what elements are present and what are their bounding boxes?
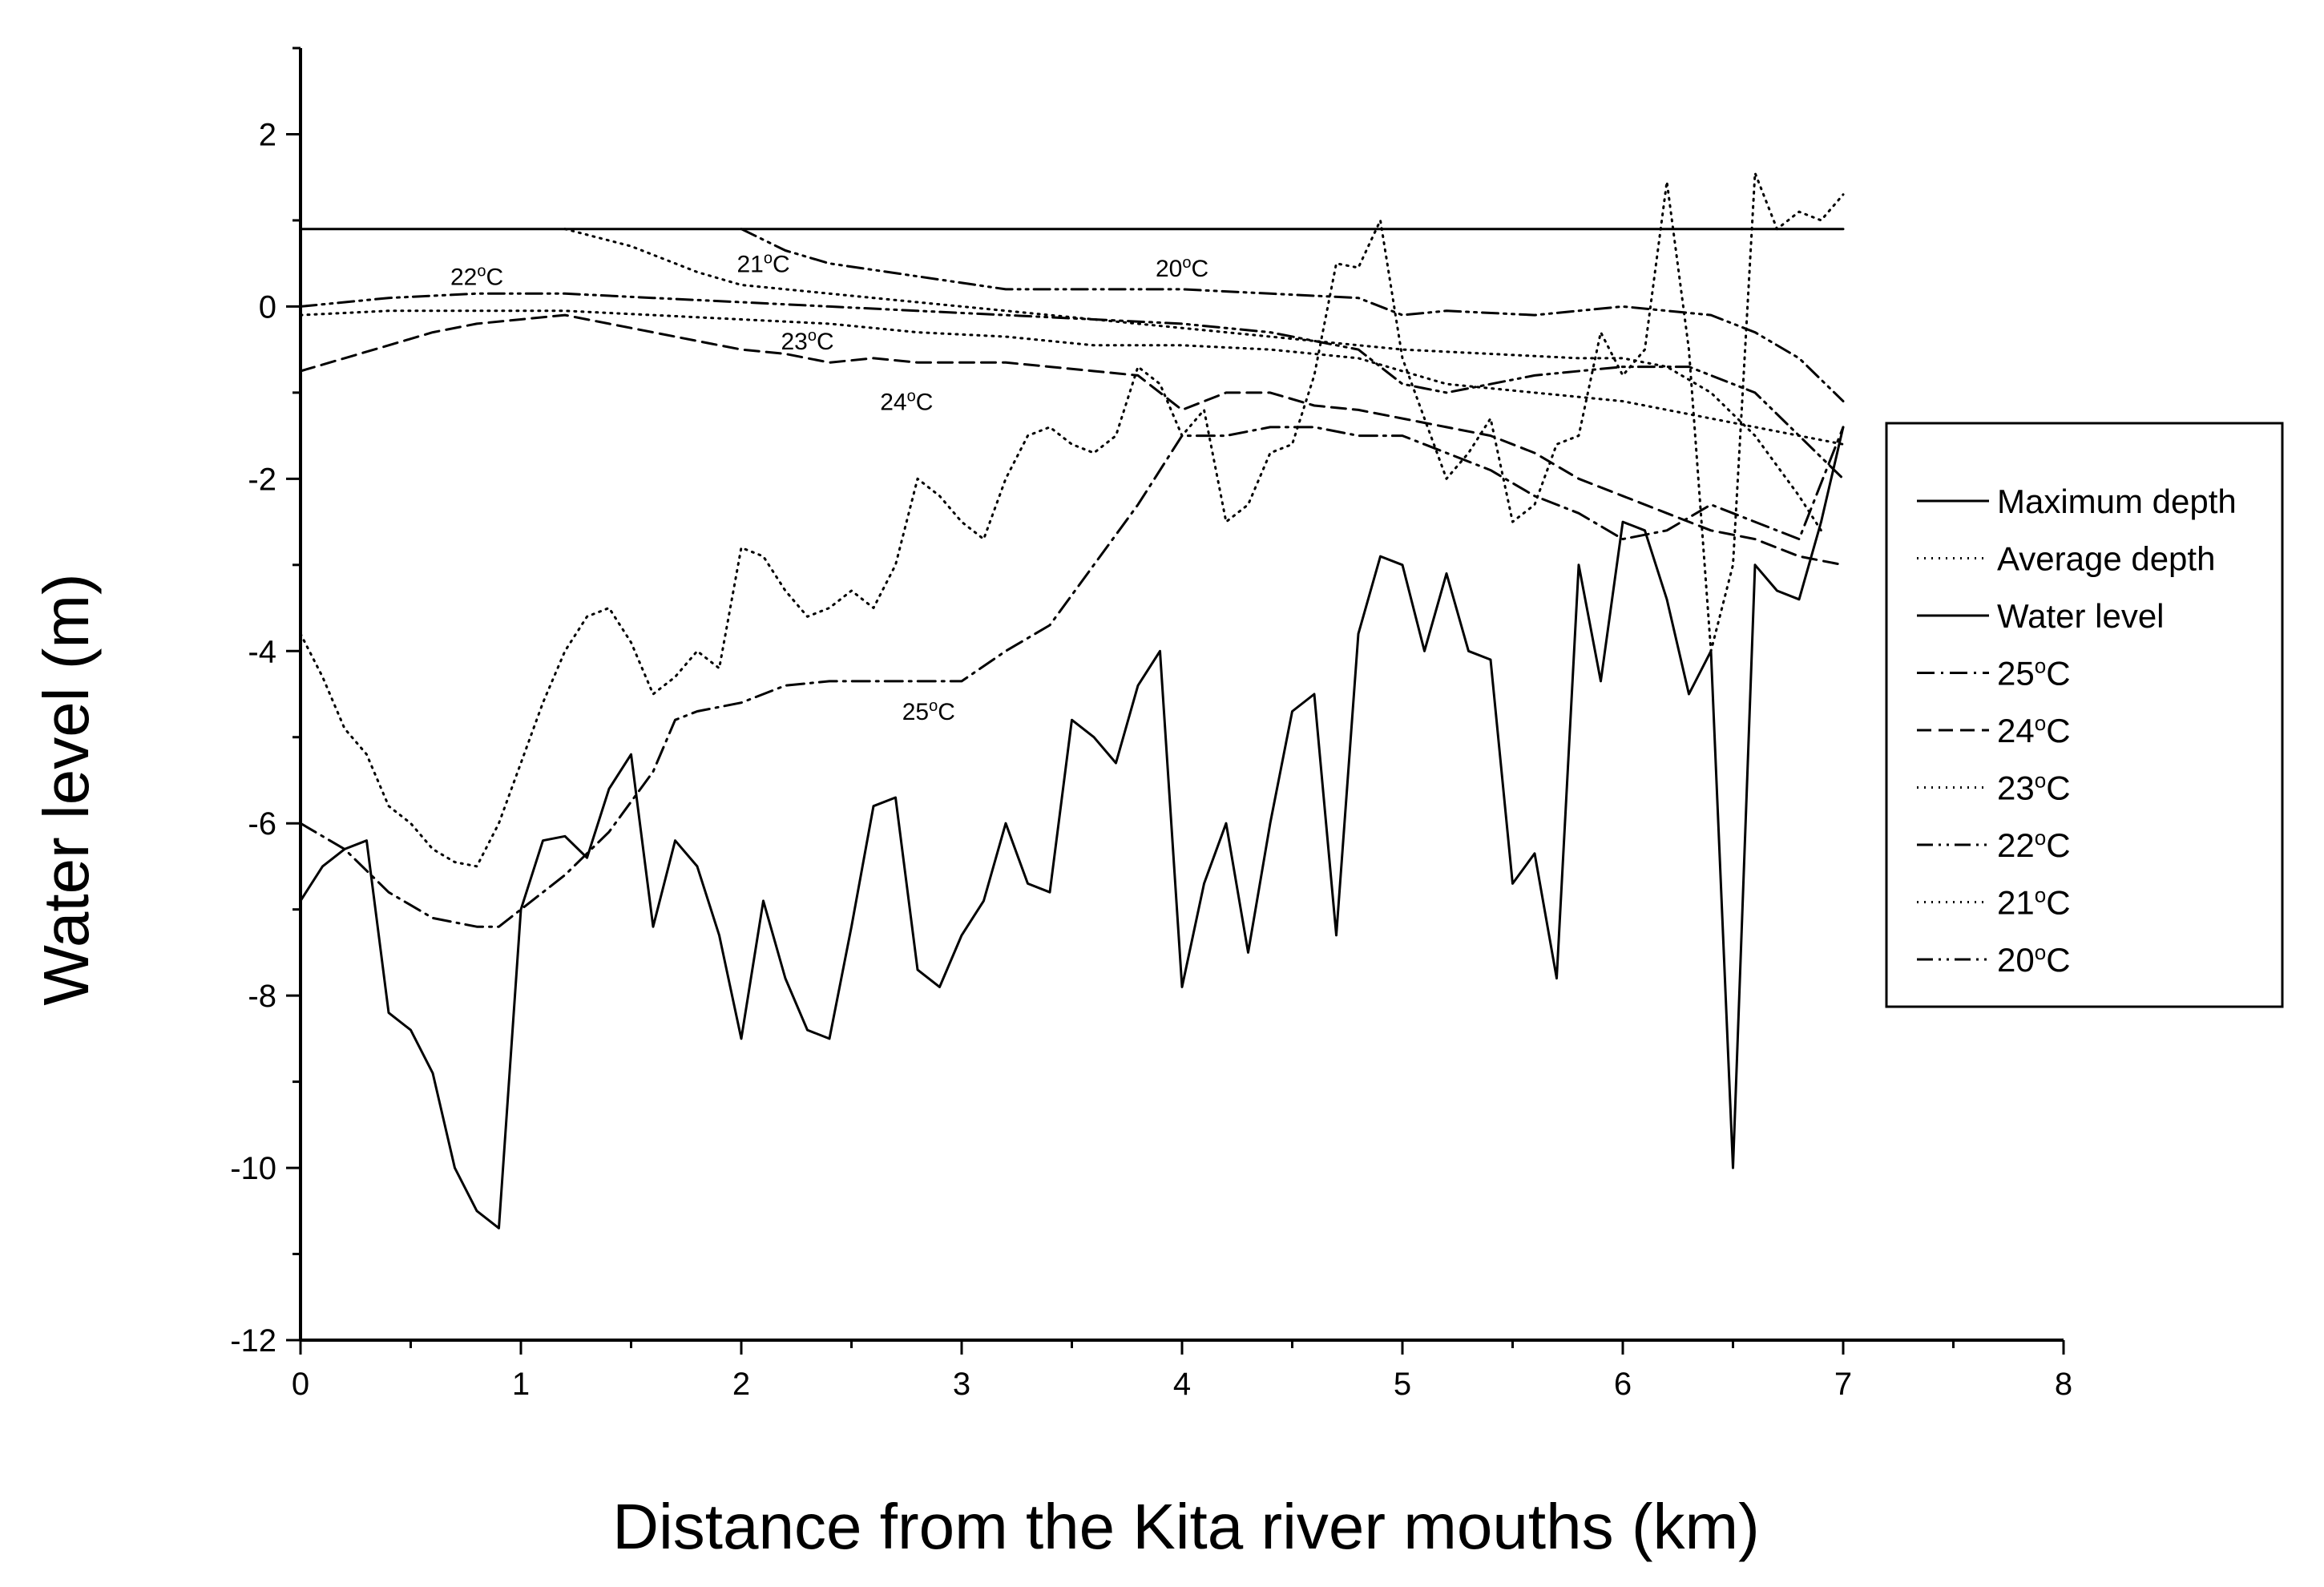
contour-label: 22oC [450, 263, 503, 291]
x-tick-label: 0 [292, 1367, 309, 1402]
legend-label: Water level [1997, 597, 2165, 635]
legend-label: Maximum depth [1997, 483, 2237, 520]
series-line-9 [740, 228, 1845, 403]
y-tick-label: -10 [230, 1151, 276, 1186]
y-tick-label: -8 [248, 979, 276, 1014]
y-axis-title: Water level (m) [30, 573, 102, 1005]
legend-label: 25oC [1997, 654, 2071, 693]
legend-label: 20oC [1997, 940, 2071, 979]
legend-label: 23oC [1997, 769, 2071, 807]
series-line-1 [299, 426, 1845, 1230]
y-tick-label: -6 [248, 806, 276, 842]
legend-box [1885, 422, 2284, 1008]
contour-label: 21oC [737, 249, 790, 277]
y-tick-label: -2 [248, 462, 276, 497]
x-tick-label: 7 [1834, 1367, 1852, 1402]
x-tick-label: 5 [1394, 1367, 1411, 1402]
x-tick-label: 8 [2055, 1367, 2072, 1402]
x-tick-label: 4 [1173, 1367, 1191, 1402]
y-tick-label: -4 [248, 634, 276, 669]
contour-label: 25oC [902, 697, 955, 725]
series-line-7 [299, 292, 1845, 480]
y-tick-label: -12 [230, 1323, 276, 1359]
series-line-5 [299, 313, 1845, 567]
contour-label: 23oC [781, 327, 834, 355]
contour-annotations: 22oC 21oC 20oC 23oC 24oC 25oC [450, 249, 1208, 725]
contour-label: 20oC [1156, 254, 1208, 282]
y-tick-label: 0 [259, 289, 276, 325]
legend: Maximum depth Average depth Water level 25o… [1885, 422, 2284, 1008]
series-line-4 [299, 426, 1845, 928]
x-tick-label: 2 [732, 1367, 750, 1402]
x-tick-label: 3 [953, 1367, 970, 1402]
x-tick-label: 1 [512, 1367, 530, 1402]
legend-label: 21oC [1997, 883, 2071, 922]
x-axis-title: Distance from the Kita river mouths (km) [612, 1491, 1759, 1562]
series-line-6 [299, 309, 1845, 446]
plot-area [299, 172, 1845, 1230]
x-tick-label: 6 [1614, 1367, 1632, 1402]
legend-label: Average depth [1997, 540, 2215, 578]
series-line-2 [299, 172, 1845, 868]
legend-label: 24oC [1997, 711, 2071, 749]
axes: 0 1 2 3 4 5 6 7 8 -12 -10 -8 -6 -4 -2 0 2 [230, 46, 2072, 1402]
y-tick-label: 2 [259, 117, 276, 152]
contour-label: 24oC [880, 387, 933, 415]
series-line-8 [563, 228, 1822, 532]
legend-label: 22oC [1997, 826, 2071, 864]
